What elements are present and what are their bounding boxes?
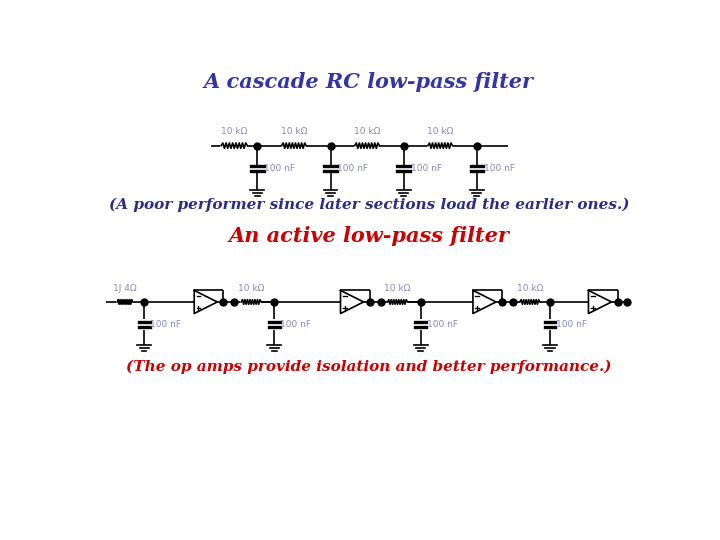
Text: A cascade RC low-pass filter: A cascade RC low-pass filter (204, 72, 534, 92)
Text: 100 nF: 100 nF (484, 164, 515, 173)
Text: 10 kΩ: 10 kΩ (517, 284, 543, 293)
Text: 100 nF: 100 nF (427, 320, 458, 329)
Text: 100 nF: 100 nF (556, 320, 587, 329)
Text: 10 kΩ: 10 kΩ (427, 127, 454, 136)
Text: 1J 4Ω: 1J 4Ω (113, 284, 137, 293)
Text: 10 kΩ: 10 kΩ (221, 127, 248, 136)
Text: 10 kΩ: 10 kΩ (384, 284, 410, 293)
Text: 10 kΩ: 10 kΩ (354, 127, 380, 136)
Text: 100 nF: 100 nF (281, 320, 312, 329)
Text: (The op amps provide isolation and better performance.): (The op amps provide isolation and bette… (126, 360, 612, 374)
Text: 100 nF: 100 nF (410, 164, 441, 173)
Text: 100 nF: 100 nF (264, 164, 295, 173)
Text: 100 nF: 100 nF (150, 320, 181, 329)
Text: An active low-pass filter: An active low-pass filter (228, 226, 510, 246)
Text: 10 kΩ: 10 kΩ (238, 284, 264, 293)
Text: 100 nF: 100 nF (338, 164, 369, 173)
Text: 10 kΩ: 10 kΩ (281, 127, 307, 136)
Text: (A poor performer since later sections load the earlier ones.): (A poor performer since later sections l… (109, 198, 629, 212)
